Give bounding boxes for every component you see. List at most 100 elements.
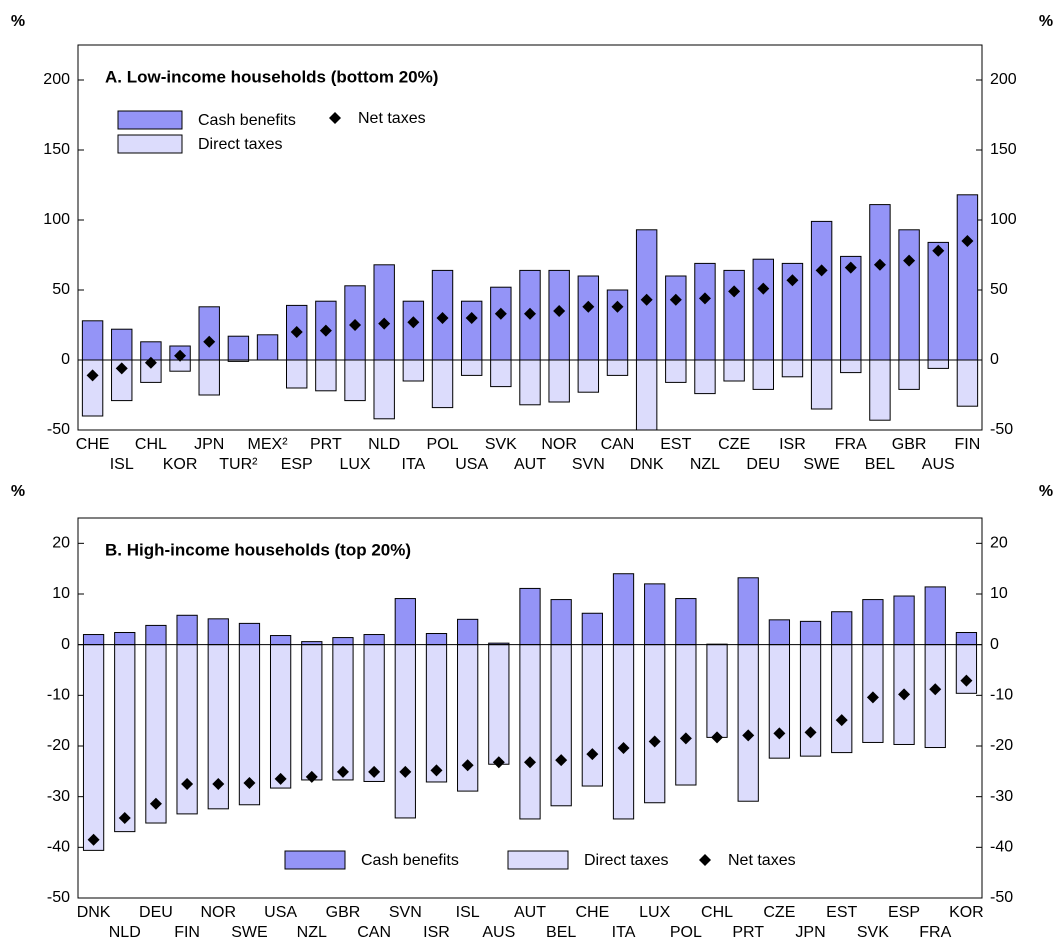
x-tick-label: PRT (310, 436, 342, 453)
legend-swatch (117, 110, 183, 130)
bar (176, 614, 198, 646)
x-tick-label: DEU (139, 904, 173, 921)
bar (799, 644, 822, 757)
net-tax-marker (243, 776, 256, 789)
x-tick-label: CAN (601, 436, 635, 453)
x-tick-label: CHL (135, 436, 167, 453)
net-tax-marker (349, 319, 362, 331)
x-tick-label: GBR (326, 904, 361, 921)
net-tax-marker (430, 764, 443, 777)
bar (82, 644, 105, 851)
plot-frame (77, 44, 983, 431)
y-tick-label: 10 (52, 585, 70, 602)
bar (457, 618, 479, 646)
bar (332, 644, 354, 781)
y-tick-label: 20 (52, 535, 70, 552)
bar (550, 644, 572, 807)
net-tax-marker (524, 756, 536, 769)
bar (577, 359, 600, 393)
net-tax-marker (773, 727, 786, 740)
bar (893, 595, 915, 646)
net-tax-marker (932, 244, 945, 257)
net-tax-marker (711, 731, 724, 744)
net-tax-marker (815, 264, 828, 277)
x-tick-label: LUX (339, 456, 370, 473)
y-tick-label: 0 (61, 636, 70, 653)
bar (675, 598, 697, 646)
bar (898, 359, 920, 390)
y2-tick-label: 100 (990, 211, 1017, 228)
x-tick-label: ESP (888, 904, 920, 921)
net-tax-marker (378, 317, 391, 330)
bar (810, 220, 833, 361)
net-tax-marker (492, 756, 505, 769)
y-tick-label: 150 (43, 141, 70, 158)
net-tax-marker (698, 292, 711, 305)
x-tick-label: CHE (575, 904, 609, 921)
net-tax-marker (866, 691, 879, 704)
bar (227, 335, 250, 361)
x-tick-label: ISL (456, 904, 480, 921)
bar (519, 644, 541, 820)
net-tax-marker (898, 688, 911, 701)
bar (519, 359, 541, 406)
bar (114, 632, 136, 646)
net-tax-marker (524, 307, 536, 320)
bar (706, 644, 728, 738)
y-tick-label: -50 (47, 889, 70, 906)
net-tax-marker (873, 258, 886, 271)
bar (145, 624, 167, 646)
bar (490, 286, 512, 361)
bar (373, 264, 395, 361)
net-tax-marker (399, 765, 412, 778)
net-tax-marker (586, 748, 599, 761)
net-tax-marker (368, 765, 381, 778)
bar (737, 577, 759, 646)
x-tick-label: USA (455, 456, 488, 473)
bar (675, 644, 697, 786)
y2-tick-label: 20 (990, 535, 1008, 552)
x-tick-label: AUT (514, 456, 546, 473)
x-tick-label: JPN (795, 924, 825, 940)
legend-swatch (507, 850, 569, 870)
x-tick-label: BEL (865, 456, 895, 473)
x-tick-label: KOR (949, 904, 984, 921)
net-tax-marker (115, 362, 128, 375)
bar (256, 334, 279, 361)
bar (831, 644, 853, 754)
y-tick-label: -40 (47, 839, 70, 856)
x-tick-label: AUT (514, 904, 546, 921)
bar (752, 359, 774, 390)
x-tick-label: SVK (485, 436, 517, 453)
y2-tick-label: -20 (990, 737, 1013, 754)
x-tick-label: SVK (857, 924, 889, 940)
y-tick-label: -50 (47, 421, 70, 438)
bar (644, 644, 666, 804)
bar (363, 634, 385, 646)
legend-swatch (284, 850, 346, 870)
bar (694, 359, 716, 395)
y-tick-label: -30 (47, 788, 70, 805)
net-tax-marker (611, 300, 624, 313)
y2-tick-label: 0 (990, 351, 999, 368)
net-tax-marker (436, 312, 449, 324)
net-tax-marker (617, 742, 630, 755)
legend-label: Net taxes (358, 110, 426, 127)
x-tick-label: KOR (163, 456, 198, 473)
bar (460, 359, 483, 376)
x-tick-label: NLD (109, 924, 141, 940)
y2-axis-label: % (1039, 483, 1053, 500)
net-tax-marker (804, 726, 817, 739)
y2-tick-label: -50 (990, 421, 1013, 438)
net-tax-marker (87, 833, 100, 846)
bar (635, 359, 658, 431)
bar (402, 359, 425, 382)
bar (737, 644, 759, 802)
bar (831, 611, 853, 646)
bar (425, 633, 448, 646)
chart-title: A. Low-income households (bottom 20%) (105, 67, 438, 86)
net-tax-marker (929, 683, 942, 696)
bar (286, 359, 308, 389)
legend-label: Direct taxes (198, 136, 282, 153)
